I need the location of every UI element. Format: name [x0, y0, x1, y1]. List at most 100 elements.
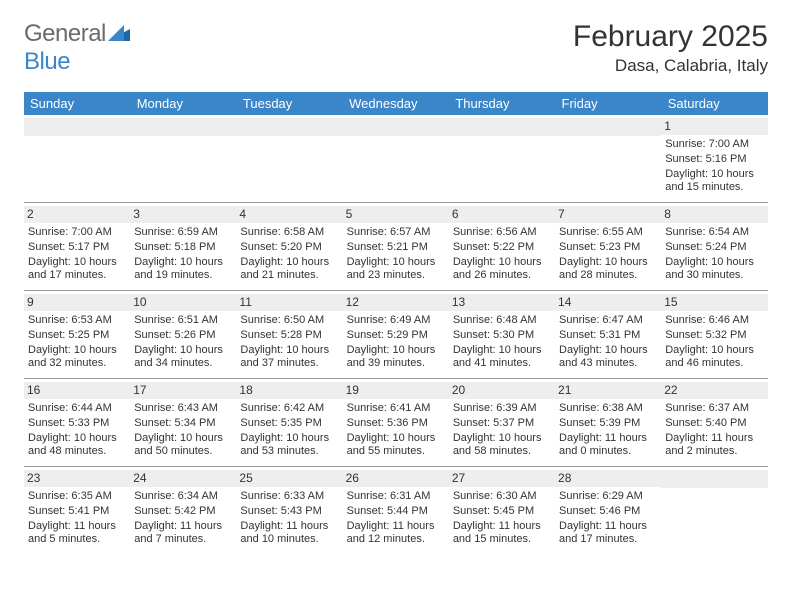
sunrise-text: Sunrise: 6:43 AM: [134, 402, 232, 416]
day-number: 11: [236, 294, 342, 311]
sunrise-text: Sunrise: 6:51 AM: [134, 314, 232, 328]
day-number: 8: [661, 206, 767, 223]
sunset-text: Sunset: 5:45 PM: [453, 505, 551, 519]
day-header: Sunday: [24, 92, 130, 115]
sunrise-text: Sunrise: 7:00 AM: [28, 226, 126, 240]
day-number: 12: [343, 294, 449, 311]
month-title: February 2025: [573, 20, 768, 54]
calendar-cell: 9Sunrise: 6:53 AMSunset: 5:25 PMDaylight…: [24, 291, 130, 379]
day-number: 21: [555, 382, 661, 399]
day-number: 19: [343, 382, 449, 399]
calendar-week: 1Sunrise: 7:00 AMSunset: 5:16 PMDaylight…: [24, 115, 768, 203]
day-number: 27: [449, 470, 555, 487]
daylight-text: Daylight: 10 hours and 43 minutes.: [559, 344, 657, 372]
sunset-text: Sunset: 5:34 PM: [134, 417, 232, 431]
sunrise-text: Sunrise: 6:34 AM: [134, 490, 232, 504]
day-header: Monday: [130, 92, 236, 115]
sunrise-text: Sunrise: 6:54 AM: [665, 226, 763, 240]
sunrise-text: Sunrise: 7:00 AM: [665, 138, 763, 152]
sunset-text: Sunset: 5:22 PM: [453, 241, 551, 255]
calendar-cell: 17Sunrise: 6:43 AMSunset: 5:34 PMDayligh…: [130, 379, 236, 467]
calendar-cell: [236, 115, 342, 203]
daylight-text: Daylight: 10 hours and 37 minutes.: [240, 344, 338, 372]
sunset-text: Sunset: 5:33 PM: [28, 417, 126, 431]
calendar-cell: 25Sunrise: 6:33 AMSunset: 5:43 PMDayligh…: [236, 467, 342, 555]
sunset-text: Sunset: 5:29 PM: [347, 329, 445, 343]
calendar-cell: 12Sunrise: 6:49 AMSunset: 5:29 PMDayligh…: [343, 291, 449, 379]
calendar-cell: 8Sunrise: 6:54 AMSunset: 5:24 PMDaylight…: [661, 203, 767, 291]
calendar-cell: 10Sunrise: 6:51 AMSunset: 5:26 PMDayligh…: [130, 291, 236, 379]
calendar-cell: [555, 115, 661, 203]
day-number: 24: [130, 470, 236, 487]
sunrise-text: Sunrise: 6:33 AM: [240, 490, 338, 504]
daylight-text: Daylight: 11 hours and 0 minutes.: [559, 432, 657, 460]
calendar-cell: 3Sunrise: 6:59 AMSunset: 5:18 PMDaylight…: [130, 203, 236, 291]
day-number: 25: [236, 470, 342, 487]
calendar-cell: 16Sunrise: 6:44 AMSunset: 5:33 PMDayligh…: [24, 379, 130, 467]
sunrise-text: Sunrise: 6:35 AM: [28, 490, 126, 504]
sunrise-text: Sunrise: 6:30 AM: [453, 490, 551, 504]
daylight-text: Daylight: 10 hours and 15 minutes.: [665, 168, 763, 196]
calendar-cell: 7 Sunrise: 6:55 AMSunset: 5:23 PMDaylight…: [555, 203, 661, 291]
brand-logo: General Blue: [24, 20, 130, 76]
daylight-text: Daylight: 11 hours and 12 minutes.: [347, 520, 445, 548]
calendar-cell: 4Sunrise: 6:58 AMSunset: 5:20 PMDaylight…: [236, 203, 342, 291]
daylight-text: Daylight: 10 hours and 39 minutes.: [347, 344, 445, 372]
sunrise-text: Sunrise: 6:59 AM: [134, 226, 232, 240]
day-number-empty: [555, 118, 661, 136]
sunrise-text: Sunrise: 6:55 AM: [559, 226, 657, 240]
daylight-text: Daylight: 10 hours and 50 minutes.: [134, 432, 232, 460]
sunset-text: Sunset: 5:39 PM: [559, 417, 657, 431]
day-number: 20: [449, 382, 555, 399]
calendar-week: 9Sunrise: 6:53 AMSunset: 5:25 PMDaylight…: [24, 291, 768, 379]
daylight-text: Daylight: 10 hours and 23 minutes.: [347, 256, 445, 284]
sunset-text: Sunset: 5:18 PM: [134, 241, 232, 255]
daylight-text: Daylight: 11 hours and 7 minutes.: [134, 520, 232, 548]
daylight-text: Daylight: 10 hours and 41 minutes.: [453, 344, 551, 372]
brand-part2: Blue: [24, 48, 70, 75]
day-number-empty: [449, 118, 555, 136]
sunrise-text: Sunrise: 6:42 AM: [240, 402, 338, 416]
calendar-cell: 1Sunrise: 7:00 AMSunset: 5:16 PMDaylight…: [661, 115, 767, 203]
daylight-text: Daylight: 10 hours and 46 minutes.: [665, 344, 763, 372]
sunset-text: Sunset: 5:36 PM: [347, 417, 445, 431]
day-number-empty: [236, 118, 342, 136]
calendar-week: 2Sunrise: 7:00 AMSunset: 5:17 PMDaylight…: [24, 203, 768, 291]
sunset-text: Sunset: 5:21 PM: [347, 241, 445, 255]
day-number: 9: [24, 294, 130, 311]
calendar-header-row: SundayMondayTuesdayWednesdayThursdayFrid…: [24, 92, 768, 115]
day-number: 2: [24, 206, 130, 223]
sunrise-text: Sunrise: 6:58 AM: [240, 226, 338, 240]
day-number: 18: [236, 382, 342, 399]
sunrise-text: Sunrise: 6:37 AM: [665, 402, 763, 416]
daylight-text: Daylight: 10 hours and 48 minutes.: [28, 432, 126, 460]
day-number: 5: [343, 206, 449, 223]
sunset-text: Sunset: 5:16 PM: [665, 153, 763, 167]
sunrise-text: Sunrise: 6:31 AM: [347, 490, 445, 504]
daylight-text: Daylight: 11 hours and 2 minutes.: [665, 432, 763, 460]
calendar-cell: 14Sunrise: 6:47 AMSunset: 5:31 PMDayligh…: [555, 291, 661, 379]
sunset-text: Sunset: 5:31 PM: [559, 329, 657, 343]
sunrise-text: Sunrise: 6:53 AM: [28, 314, 126, 328]
daylight-text: Daylight: 10 hours and 26 minutes.: [453, 256, 551, 284]
daylight-text: Daylight: 10 hours and 21 minutes.: [240, 256, 338, 284]
sunset-text: Sunset: 5:23 PM: [559, 241, 657, 255]
calendar-cell: 19Sunrise: 6:41 AMSunset: 5:36 PMDayligh…: [343, 379, 449, 467]
brand-text: General Blue: [24, 20, 130, 76]
calendar-cell: [130, 115, 236, 203]
sunset-text: Sunset: 5:30 PM: [453, 329, 551, 343]
sunset-text: Sunset: 5:35 PM: [240, 417, 338, 431]
day-number: 4: [236, 206, 342, 223]
daylight-text: Daylight: 10 hours and 28 minutes.: [559, 256, 657, 284]
day-number: 23: [24, 470, 130, 487]
sunrise-text: Sunrise: 6:46 AM: [665, 314, 763, 328]
calendar-cell: 11Sunrise: 6:50 AMSunset: 5:28 PMDayligh…: [236, 291, 342, 379]
day-header: Wednesday: [343, 92, 449, 115]
calendar-cell: [661, 467, 767, 555]
daylight-text: Daylight: 10 hours and 19 minutes.: [134, 256, 232, 284]
day-number: 7: [555, 206, 661, 223]
calendar-cell: [24, 115, 130, 203]
sunrise-text: Sunrise: 6:48 AM: [453, 314, 551, 328]
sunrise-text: Sunrise: 6:50 AM: [240, 314, 338, 328]
calendar-cell: 20Sunrise: 6:39 AMSunset: 5:37 PMDayligh…: [449, 379, 555, 467]
